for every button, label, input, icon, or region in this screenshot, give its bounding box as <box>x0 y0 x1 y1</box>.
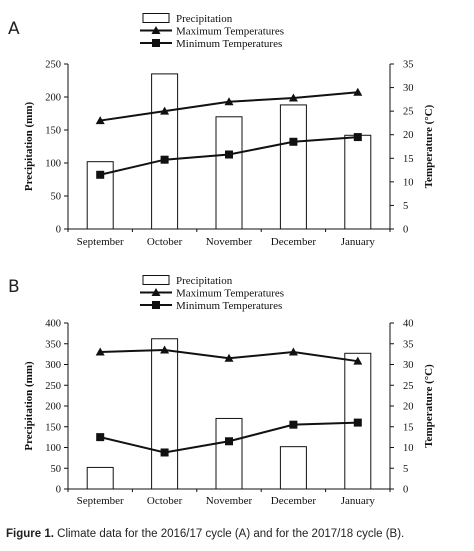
legend-label: Maximum Temperatures <box>176 288 284 300</box>
precipitation-bar <box>86 466 114 490</box>
left-axis-title: Precipitation (mm) <box>23 102 35 192</box>
left-tick-label: 150 <box>45 422 61 433</box>
left-tick-label: 0 <box>56 485 61 496</box>
right-tick-label: 10 <box>403 443 414 454</box>
min-temp-point <box>289 137 298 146</box>
max-temp-point <box>288 93 298 102</box>
right-tick-label: 0 <box>403 225 408 236</box>
x-tick-label: November <box>206 236 253 248</box>
max-temp-point <box>353 356 363 365</box>
legend-min-temp-marker <box>152 39 160 47</box>
left-tick-label: 100 <box>45 159 61 170</box>
left-tick-label: 200 <box>45 402 61 413</box>
min-temp-point <box>96 170 105 179</box>
x-tick-label: December <box>271 495 317 507</box>
chart-panel-b: B 0 50 100 150 200 250 300 350 400 0 5 10 15 20 25 30 35 4… <box>8 275 435 507</box>
right-tick-label: 30 <box>403 83 414 94</box>
right-tick-label: 5 <box>403 464 408 475</box>
left-axis-title: Precipitation (mm) <box>23 361 35 451</box>
right-tick-label: 35 <box>403 60 414 71</box>
right-tick-label: 0 <box>403 485 408 496</box>
x-tick-label: September <box>77 495 124 507</box>
right-tick-label: 25 <box>403 381 414 392</box>
right-axis-title: Temperature (°C) <box>423 364 435 448</box>
right-tick-label: 35 <box>403 339 414 350</box>
x-tick-label: December <box>271 236 317 248</box>
panel-label: A <box>8 19 20 39</box>
right-tick-label: 30 <box>403 360 414 371</box>
right-tick-label: 15 <box>403 154 414 165</box>
right-tick-label: 20 <box>403 130 414 141</box>
right-tick-label: 20 <box>403 402 414 413</box>
left-tick-label: 400 <box>45 319 61 330</box>
right-tick-label: 25 <box>403 107 414 118</box>
legend-label: Precipitation <box>176 275 233 287</box>
left-tick-label: 200 <box>45 93 61 104</box>
min-temp-point <box>96 433 105 442</box>
min-temp-point <box>160 448 169 457</box>
min-temp-point <box>225 150 233 159</box>
min-temp-point <box>225 437 233 446</box>
max-temp-point <box>224 97 234 106</box>
x-tick-label: January <box>341 236 376 248</box>
precipitation-bar <box>151 338 179 490</box>
left-tick-label: 150 <box>45 126 61 137</box>
min-temp-point <box>289 420 298 429</box>
legend-min-temp-marker <box>152 301 160 309</box>
panel-label: B <box>8 277 20 297</box>
legend-label: Minimum Temperatures <box>176 300 282 312</box>
left-tick-label: 250 <box>45 60 61 71</box>
x-tick-label: October <box>147 236 183 248</box>
min-temp-point <box>353 133 362 142</box>
left-tick-label: 350 <box>45 339 61 350</box>
max-temp-point <box>160 345 170 354</box>
legend-label: Precipitation <box>176 13 233 25</box>
precipitation-bar <box>344 352 372 490</box>
right-tick-label: 10 <box>403 177 414 188</box>
min-temp-point <box>160 155 169 164</box>
max-temp-point <box>224 353 234 362</box>
max-temp-point <box>353 87 363 96</box>
legend-precipitation-swatch <box>142 13 170 23</box>
left-tick-label: 50 <box>51 464 62 475</box>
caption-label: Figure 1. <box>6 528 54 540</box>
x-tick-label: September <box>77 236 124 248</box>
precipitation-bar <box>344 134 372 230</box>
precipitation-bar <box>215 116 243 230</box>
precipitation-bar <box>215 417 243 490</box>
max-temp-point <box>160 106 170 115</box>
right-tick-label: 15 <box>403 422 414 433</box>
left-tick-label: 100 <box>45 443 61 454</box>
precipitation-bar <box>151 73 179 230</box>
max-temp-point <box>288 347 298 356</box>
caption-text: Climate data for the 2016/17 cycle (A) a… <box>57 528 405 540</box>
legend-max-temp-marker <box>151 288 161 296</box>
max-temp-point <box>95 347 105 356</box>
max-temp-point <box>95 116 105 125</box>
legend-label: Minimum Temperatures <box>176 38 282 50</box>
legend-max-temp-marker <box>151 26 161 34</box>
left-tick-label: 50 <box>51 192 62 203</box>
legend-precipitation-swatch <box>142 275 170 285</box>
left-tick-label: 0 <box>56 225 61 236</box>
x-tick-label: October <box>147 495 183 507</box>
left-tick-label: 300 <box>45 360 61 371</box>
x-tick-label: November <box>206 495 253 507</box>
right-tick-label: 40 <box>403 319 414 330</box>
figure-caption: Figure 1. Climate data for the 2016/17 c… <box>6 528 472 540</box>
legend-label: Maximum Temperatures <box>176 26 284 38</box>
chart-panel-a: A 0 50 100 150 200 250 0 5 10 15 20 25 30 35 September O… <box>8 13 435 248</box>
right-tick-label: 5 <box>403 201 408 212</box>
min-temp-point <box>353 418 362 427</box>
right-axis-title: Temperature (°C) <box>423 104 435 188</box>
precipitation-bar <box>279 446 307 490</box>
x-tick-label: January <box>341 495 376 507</box>
left-tick-label: 250 <box>45 381 61 392</box>
precipitation-bar <box>279 104 307 230</box>
